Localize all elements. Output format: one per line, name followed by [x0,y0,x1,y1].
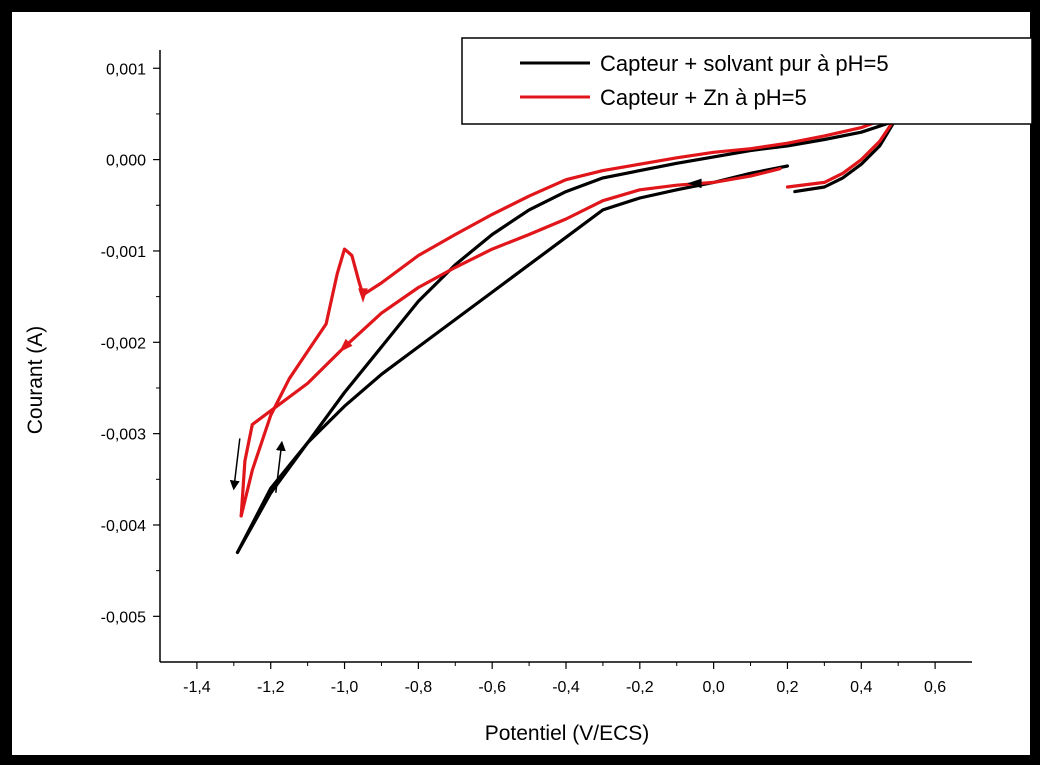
series-solvant-segment-1 [235,119,897,554]
series-zn-segment-0 [239,167,782,518]
legend-box [461,37,1033,125]
y-tick-label: -0,001 [101,244,146,261]
legend-label-solvant: Capteur + solvant pur à pH=5 [600,51,889,76]
direction-arrow-3 [229,438,241,491]
annotation-layer [229,178,702,493]
legend-label-zn: Capteur + Zn à pH=5 [600,85,807,110]
x-tick-label: -0,6 [478,679,506,696]
x-tick-label: -0,4 [552,679,580,696]
axes: -1,4 -1,2 -1,0 -0,8 -0,6 -0,4 -0,2 0,0 0,2 0,4 0,6… [101,50,972,696]
direction-arrow-2 [687,178,702,189]
y-tick-label: 0,001 [106,61,146,78]
y-tick-label: -0,002 [101,335,146,352]
series-solvant-segment-0 [235,164,790,554]
y-tick-label: -0,003 [101,427,146,444]
direction-arrow-4 [275,440,286,493]
y-tick-label: -0,005 [101,609,146,626]
x-tick-label: -1,4 [183,679,211,696]
series-zn-segment-2 [785,112,900,189]
x-tick-label: 0,4 [850,679,872,696]
x-axis-title: Potentiel (V/ECS) [485,722,650,745]
x-tick-label: -0,8 [405,679,433,696]
x-tick-label: 0,2 [776,679,798,696]
x-tick-label: 0,6 [924,679,946,696]
x-tick-label: 0,0 [703,679,725,696]
y-axis-title: Courant (A) [24,326,47,435]
series-solvant-segment-2 [793,119,897,194]
y-tick-label: -0,004 [101,518,146,535]
direction-arrow-0 [358,288,368,303]
direction-arrow-1 [338,338,353,353]
x-tick-label: -1,0 [331,679,359,696]
x-tick-label: -0,2 [626,679,654,696]
series-zn-segment-1 [239,112,900,518]
legend: Capteur + solvant pur à pH=5 Capteur + Z… [461,37,1033,125]
y-tick-label: 0,000 [106,153,146,170]
series-layer [235,112,900,554]
x-tick-label: -1,2 [257,679,285,696]
